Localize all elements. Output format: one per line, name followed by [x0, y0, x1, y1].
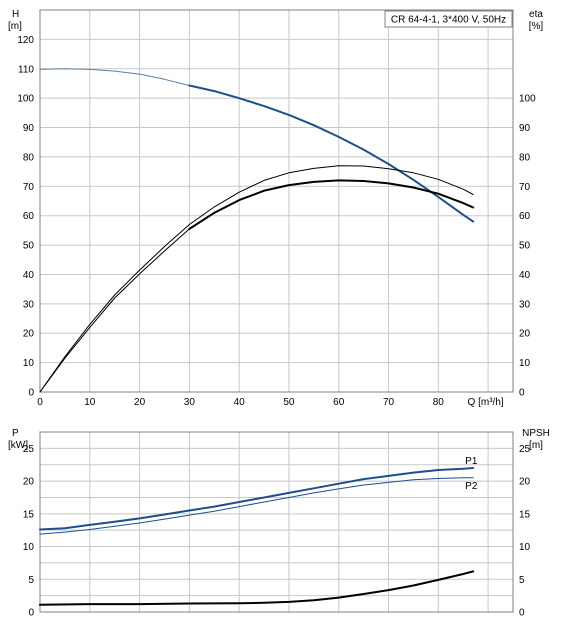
lower-series-line-2: [39, 570, 475, 606]
upper-x-tick-label: 60: [333, 397, 345, 408]
lower-series-label-p2: P2: [465, 481, 478, 492]
upper-left-tick-label: 110: [18, 64, 34, 75]
upper-left-tick-label: 30: [23, 299, 35, 310]
lower-left-tick-label: 15: [23, 509, 35, 520]
lower-series-line-1: [39, 477, 474, 535]
upper-left-tick-label: 10: [23, 358, 35, 369]
upper-left-tick-label: 50: [23, 241, 35, 252]
upper-x-axis-label: Q [m³/h]: [468, 397, 504, 408]
lower-plot-frame: [39, 431, 514, 613]
upper-left-tick-label: 0: [28, 388, 34, 399]
lower-left-tick-label: 25: [23, 444, 35, 455]
upper-series-line-0: [39, 68, 190, 86]
lower-right-tick-label: 20: [519, 477, 531, 488]
upper-right-tick-label: 80: [519, 152, 531, 163]
upper-x-tick-label: 0: [37, 397, 43, 408]
chart-title-box: [384, 10, 513, 28]
upper-left-tick-label: 70: [23, 182, 35, 193]
upper-x-tick-label: 10: [84, 397, 96, 408]
upper-x-tick-label: 30: [184, 397, 196, 408]
upper-right-tick-label: 90: [519, 123, 531, 134]
upper-left-tick-label: 40: [23, 270, 35, 281]
upper-series-line-2: [39, 165, 474, 393]
upper-right-tick-label: 0: [519, 388, 525, 399]
upper-left-tick-label: 120: [17, 35, 34, 46]
upper-right-axis-unit: [%]: [529, 21, 544, 32]
upper-right-tick-label: 10: [519, 358, 531, 369]
upper-right-tick-label: 70: [519, 182, 531, 193]
upper-left-tick-label: 80: [23, 152, 35, 163]
upper-left-tick-label: 90: [23, 123, 35, 134]
upper-left-tick-label: 60: [23, 211, 35, 222]
lower-series-label-p1: P1: [465, 456, 478, 467]
lower-right-tick-label: 25: [519, 444, 531, 455]
upper-right-tick-label: 40: [519, 270, 531, 281]
lower-right-tick-label: 15: [519, 509, 531, 520]
upper-right-axis-label: eta: [529, 9, 543, 20]
upper-series-line-3: [39, 228, 190, 393]
lower-right-tick-label: 10: [519, 542, 531, 553]
lower-left-tick-label: 20: [23, 477, 35, 488]
lower-series-line-0: [39, 467, 475, 531]
upper-left-tick-label: 100: [17, 94, 34, 105]
upper-right-tick-label: 50: [519, 241, 531, 252]
lower-left-axis-unit: [kW]: [8, 440, 28, 451]
upper-left-tick-label: 20: [23, 329, 35, 340]
upper-left-axis-unit: [m]: [8, 21, 22, 32]
lower-right-axis-label: NPSH: [522, 428, 550, 439]
upper-right-tick-label: 100: [519, 94, 536, 105]
upper-right-tick-label: 60: [519, 211, 531, 222]
upper-series-line-4: [188, 179, 475, 230]
lower-left-tick-label: 10: [23, 542, 35, 553]
upper-x-tick-label: 80: [433, 397, 445, 408]
upper-series-line-1: [188, 84, 475, 223]
upper-x-tick-label: 70: [383, 397, 395, 408]
chart-title: CR 64-4-1, 3*400 V, 50Hz: [391, 15, 506, 26]
upper-x-tick-label: 20: [134, 397, 146, 408]
lower-left-tick-label: 0: [28, 608, 34, 619]
upper-x-tick-label: 50: [283, 397, 295, 408]
lower-left-axis-label: P: [12, 428, 19, 439]
upper-x-tick-label: 40: [234, 397, 246, 408]
upper-right-tick-label: 30: [519, 299, 531, 310]
upper-right-tick-label: 20: [519, 329, 531, 340]
upper-left-axis-label: H: [12, 9, 19, 20]
lower-right-axis-unit: [m]: [529, 440, 543, 451]
lower-left-tick-label: 5: [28, 575, 34, 586]
upper-plot-frame: [39, 9, 514, 393]
lower-right-tick-label: 0: [519, 608, 525, 619]
lower-right-tick-label: 5: [519, 575, 525, 586]
